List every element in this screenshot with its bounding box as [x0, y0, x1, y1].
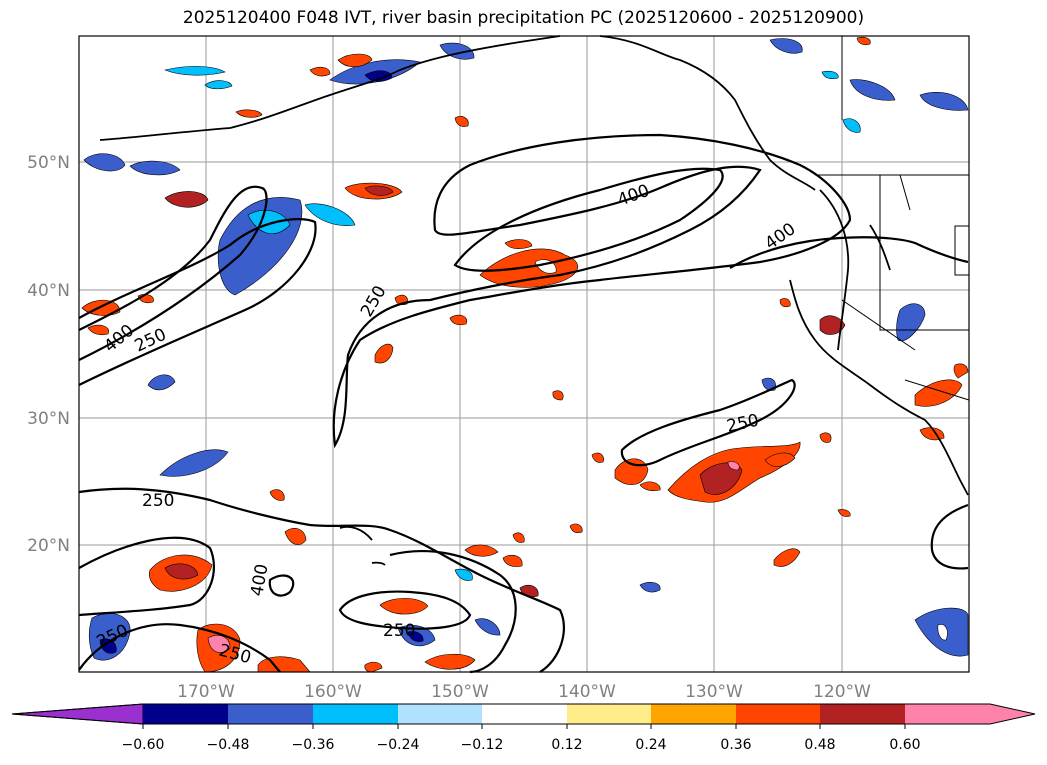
colorbar-extend-high: [905, 704, 1035, 724]
colorbar-tick-label: 0.24: [635, 737, 666, 753]
lon-label: 150°W: [431, 682, 489, 702]
colorbar-tick-label: 0.60: [889, 737, 920, 753]
map-background: [79, 36, 969, 672]
colorbar-extend-low: [11, 703, 144, 725]
colorbar-segment: [143, 704, 228, 724]
colorbar-segment: [651, 704, 736, 724]
lat-label: 50°N: [27, 153, 70, 173]
colorbar-segment: [820, 704, 905, 724]
contour-label: 250: [383, 621, 415, 641]
colorbar-segment: [398, 704, 482, 724]
contour-label: 250: [142, 491, 174, 511]
lon-label: 130°W: [685, 682, 743, 702]
map-frame: [78, 35, 970, 673]
lat-label: 40°N: [27, 281, 70, 301]
colorbar-tick-label: 0.36: [720, 737, 751, 753]
lon-label: 160°W: [304, 682, 362, 702]
longitude-labels: 170°W 160°W 150°W 140°W 130°W 120°W: [177, 682, 871, 702]
map-title: 2025120400 F048 IVT, river basin precipi…: [182, 8, 865, 28]
lon-label: 120°W: [813, 682, 871, 702]
colorbar-tick-label: −0.24: [377, 737, 420, 753]
colorbar: −0.60 −0.48 −0.36 −0.24 −0.12 0.12 0.24 …: [11, 703, 1036, 753]
colorbar-ticks: [142, 724, 906, 729]
colorbar-tick-label: −0.48: [207, 737, 250, 753]
colorbar-tick-label: −0.36: [292, 737, 335, 753]
lat-label: 30°N: [27, 409, 70, 429]
colorbar-segment: [567, 704, 651, 724]
ivt-contours: [78, 133, 969, 674]
colorbar-tick-label: −0.60: [122, 737, 165, 753]
colorbar-segment: [228, 704, 313, 724]
positive-pc-regions: [81, 36, 969, 673]
colorbar-tick-label: 0.48: [804, 737, 835, 753]
colorbar-segment: [736, 704, 820, 724]
colorbar-tick-label: 0.12: [551, 737, 582, 753]
negative-pc-regions: [83, 38, 969, 661]
latitude-labels: 50°N 40°N 30°N 20°N: [27, 153, 70, 556]
lon-label: 140°W: [558, 682, 616, 702]
colorbar-segment: [482, 704, 567, 724]
coastlines: [99, 35, 969, 566]
lon-label: 170°W: [177, 682, 235, 702]
lat-label: 20°N: [27, 536, 70, 556]
colorbar-segment: [313, 704, 398, 724]
colorbar-tick-label: −0.12: [461, 737, 504, 753]
